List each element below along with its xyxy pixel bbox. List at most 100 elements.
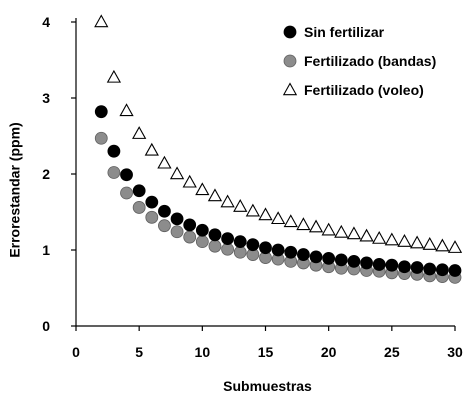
- series-layer: [94, 14, 463, 284]
- data-point: [145, 210, 159, 224]
- data-point: [144, 142, 159, 156]
- legend-label: Sin fertilizar: [304, 24, 385, 40]
- y-axis-title: Errorestandar (ppm): [7, 122, 23, 257]
- x-tick-label: 0: [72, 344, 80, 360]
- data-point: [384, 232, 399, 246]
- data-point: [132, 126, 147, 139]
- legend-marker: [283, 54, 297, 68]
- data-point: [435, 238, 450, 252]
- data-point: [221, 232, 235, 246]
- data-point: [284, 245, 298, 259]
- x-ticks: 0 5 10 15 20 25 30: [72, 326, 463, 360]
- legend-item: Fertilizado (voleo): [282, 82, 424, 98]
- data-point: [94, 14, 109, 28]
- data-point: [258, 207, 273, 221]
- data-point: [207, 188, 223, 202]
- data-point: [208, 239, 222, 253]
- data-point: [158, 219, 171, 233]
- data-point: [208, 228, 222, 242]
- data-point: [296, 248, 310, 261]
- data-point: [94, 131, 108, 145]
- data-point: [245, 203, 261, 217]
- data-point: [94, 105, 108, 119]
- y-tick-label: 2: [42, 166, 50, 182]
- data-point: [283, 214, 298, 228]
- data-point: [409, 235, 425, 249]
- data-point: [145, 195, 159, 209]
- data-point: [158, 204, 171, 218]
- data-point: [346, 226, 362, 240]
- y-tick-label: 3: [42, 90, 50, 106]
- data-point: [308, 219, 324, 233]
- data-point: [372, 258, 386, 271]
- data-point: [271, 243, 285, 257]
- data-point: [398, 260, 411, 274]
- y-tick-label: 1: [42, 242, 50, 258]
- x-tick-label: 25: [384, 344, 400, 360]
- x-tick-label: 30: [447, 344, 463, 360]
- series-0: [94, 105, 462, 277]
- data-point: [107, 166, 121, 179]
- data-point: [182, 174, 197, 188]
- data-point: [397, 233, 412, 247]
- x-axis-title: Submuestras: [223, 378, 312, 394]
- data-point: [183, 230, 197, 244]
- legend: Sin fertilizar Fertilizado (bandas) Fertil…: [282, 24, 436, 98]
- data-point: [448, 264, 462, 277]
- data-point: [309, 250, 323, 264]
- data-point: [410, 261, 424, 274]
- data-point: [106, 69, 122, 83]
- data-point: [385, 258, 399, 272]
- legend-marker: [282, 82, 298, 96]
- legend-marker: [283, 25, 297, 39]
- data-point: [120, 186, 133, 200]
- data-point: [347, 254, 361, 268]
- data-point: [119, 103, 134, 117]
- legend-item: Fertilizado (bandas): [283, 53, 436, 69]
- data-point: [120, 168, 133, 182]
- data-point: [195, 182, 210, 196]
- data-point: [270, 211, 286, 225]
- legend-label: Fertilizado (voleo): [304, 82, 424, 98]
- data-point: [334, 253, 348, 267]
- series-2: [94, 14, 463, 253]
- data-point: [321, 222, 336, 236]
- data-point: [157, 155, 172, 169]
- data-point: [233, 245, 247, 259]
- data-point: [246, 238, 260, 252]
- data-point: [435, 263, 449, 277]
- data-point: [322, 251, 336, 265]
- data-point: [372, 230, 387, 244]
- x-tick-label: 5: [135, 344, 143, 360]
- data-point: [170, 212, 184, 226]
- data-point: [423, 262, 437, 276]
- data-point: [447, 240, 463, 253]
- data-point: [233, 235, 247, 249]
- data-point: [132, 184, 146, 198]
- data-point: [183, 218, 197, 232]
- data-point: [107, 144, 121, 158]
- data-point: [170, 225, 184, 239]
- data-point: [359, 228, 374, 242]
- data-point: [360, 256, 373, 270]
- x-tick-label: 10: [195, 344, 211, 360]
- data-point: [422, 237, 437, 250]
- data-point: [233, 199, 248, 212]
- y-tick-label: 0: [42, 318, 50, 334]
- x-tick-label: 15: [258, 344, 274, 360]
- data-point: [334, 224, 349, 238]
- data-point: [195, 223, 209, 237]
- data-point: [221, 242, 235, 256]
- data-point: [296, 217, 311, 231]
- y-tick-label: 4: [42, 14, 50, 30]
- x-tick-label: 20: [321, 344, 337, 360]
- data-point: [259, 241, 272, 255]
- legend-item: Sin fertilizar: [283, 24, 385, 40]
- y-ticks: 0 1 2 3 4: [42, 14, 76, 334]
- legend-label: Fertilizado (bandas): [304, 53, 436, 69]
- data-point: [169, 166, 185, 180]
- data-point: [132, 201, 146, 214]
- data-point: [195, 235, 209, 249]
